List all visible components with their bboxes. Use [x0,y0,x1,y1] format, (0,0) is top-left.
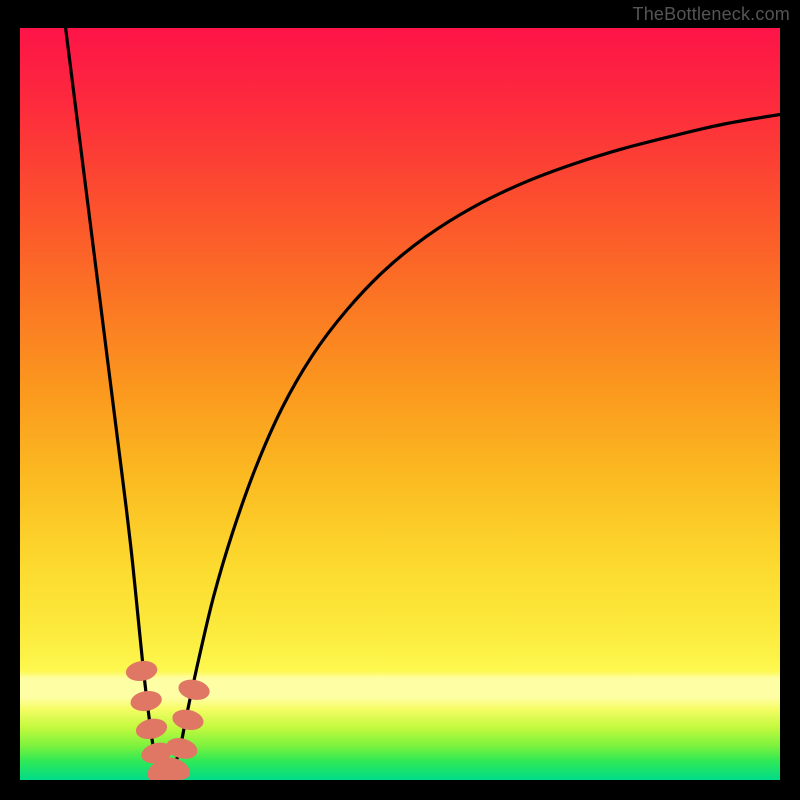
chart-svg [20,28,780,780]
plot-area [20,28,780,780]
watermark-text: TheBottleneck.com [633,4,790,25]
chart-frame: TheBottleneck.com [0,0,800,800]
